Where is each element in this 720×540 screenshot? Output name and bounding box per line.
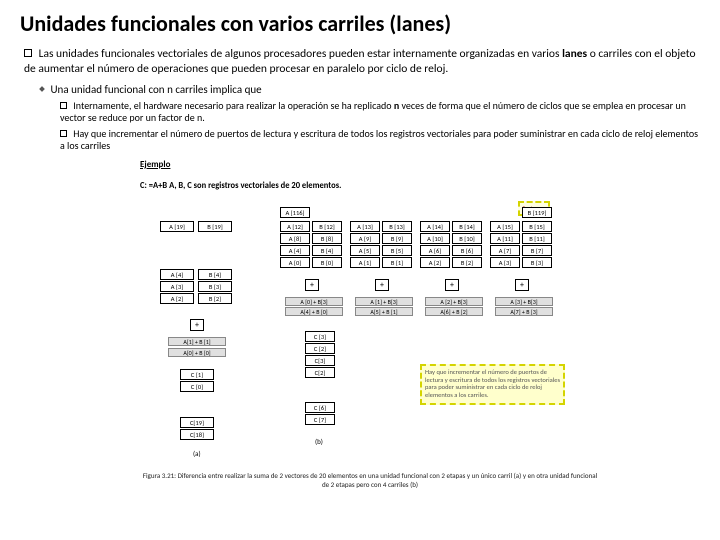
sum-stage: A [1] + B[3] xyxy=(355,297,413,306)
sum-stage: A [0] + B[3] xyxy=(285,297,343,306)
bullet-icon xyxy=(60,130,67,137)
reg-b: B [119] xyxy=(522,207,552,218)
reg-b: B [7] xyxy=(522,245,552,256)
reg-c: C[2] xyxy=(305,367,335,378)
reg-b: B [3] xyxy=(198,281,232,292)
bullet-icon xyxy=(60,102,67,109)
sum-stage: A[5] + B [1] xyxy=(355,307,413,316)
reg-b: B [14] xyxy=(452,221,482,232)
sum-stage: A[4] + B [0] xyxy=(285,307,343,316)
reg-c: C[3] xyxy=(305,355,335,366)
reg-b: B [11] xyxy=(522,233,552,244)
col-b-label: (b) xyxy=(315,437,323,446)
reg-b: B [0] xyxy=(312,257,342,268)
reg-a: A [14] xyxy=(420,221,450,232)
reg-c: C [7] xyxy=(305,414,335,425)
reg-b: B [19] xyxy=(198,221,232,232)
reg-b: B [4] xyxy=(312,245,342,256)
adder-icon: + xyxy=(445,279,459,291)
reg-c: C [2] xyxy=(305,343,335,354)
p1-pre: Las unidades funcionales vectoriales de … xyxy=(39,47,562,61)
reg-a: A [116] xyxy=(280,207,310,218)
adder-icon: + xyxy=(515,279,529,291)
reg-b: B [5] xyxy=(382,245,412,256)
reg-a: A [13] xyxy=(350,221,380,232)
reg-b: B [3] xyxy=(522,257,552,268)
p3-pre: Internamente, el hardware necesario para… xyxy=(73,99,394,112)
col-a-label: (a) xyxy=(193,449,201,458)
reg-a: A [15] xyxy=(490,221,520,232)
adder-icon: + xyxy=(375,279,389,291)
reg-a: A [4] xyxy=(160,269,194,280)
sum-stage: A[0] + B [0] xyxy=(168,348,226,357)
sum-stage: A [2] + B[3] xyxy=(425,297,483,306)
reg-a: A [2] xyxy=(420,257,450,268)
bullet-icon xyxy=(39,86,45,92)
reg-a: A [8] xyxy=(280,233,310,244)
paragraph-subsub-2: Hay que incrementar el número de puertos… xyxy=(60,128,700,153)
reg-c: C[19] xyxy=(180,417,214,428)
slide-title: Unidades funcionales con varios carriles… xyxy=(20,10,700,37)
reg-b: B [1] xyxy=(382,257,412,268)
p1-bold: lanes xyxy=(562,47,587,61)
reg-a: A [9] xyxy=(350,233,380,244)
reg-a: A [6] xyxy=(420,245,450,256)
reg-b: B [10] xyxy=(452,233,482,244)
reg-c: C [1] xyxy=(180,369,214,380)
reg-c: C [0] xyxy=(180,381,214,392)
reg-a: A [3] xyxy=(160,281,194,292)
adder-icon: + xyxy=(190,319,204,331)
reg-b: B [2] xyxy=(198,293,232,304)
bullet-icon xyxy=(24,49,32,57)
diagram: Ejemplo C: =A+B A, B, C son registros ve… xyxy=(140,159,600,489)
reg-a: A [0] xyxy=(280,257,310,268)
reg-b: B [4] xyxy=(198,269,232,280)
reg-a: A [19] xyxy=(160,221,194,232)
paragraph-main: Las unidades funcionales vectoriales de … xyxy=(24,47,700,77)
reg-b: B [8] xyxy=(312,233,342,244)
ejemplo-label: Ejemplo xyxy=(140,159,170,170)
reg-b: B [12] xyxy=(312,221,342,232)
reg-a: A [11] xyxy=(490,233,520,244)
reg-c: C[18] xyxy=(180,429,214,440)
reg-a: A [7] xyxy=(490,245,520,256)
reg-c: C [6] xyxy=(305,402,335,413)
reg-a: A [1] xyxy=(350,257,380,268)
adder-icon: + xyxy=(305,279,319,291)
reg-a: A [3] xyxy=(490,257,520,268)
p4-text: Hay que incrementar el número de puertos… xyxy=(60,127,698,153)
figure-caption: Figura 3.21: Diferencia entre realizar l… xyxy=(140,471,600,489)
sum-stage: A [3] + B[3] xyxy=(495,297,553,306)
reg-b: B [9] xyxy=(382,233,412,244)
reg-b: B [13] xyxy=(382,221,412,232)
equation-text: C: =A+B A, B, C son registros vectoriale… xyxy=(140,181,341,191)
reg-a: A [5] xyxy=(350,245,380,256)
p2-text: Una unidad funcional con n carriles impl… xyxy=(51,83,262,96)
sum-stage: A[1] + B [1] xyxy=(168,337,226,346)
reg-b: B [15] xyxy=(522,221,552,232)
reg-a: A [10] xyxy=(420,233,450,244)
reg-b: B [2] xyxy=(452,257,482,268)
sum-stage: A[6] + B [2] xyxy=(425,307,483,316)
reg-b: B [6] xyxy=(452,245,482,256)
reg-a: A [4] xyxy=(280,245,310,256)
sum-stage: A[7] + B [3] xyxy=(495,307,553,316)
reg-a: A [12] xyxy=(280,221,310,232)
paragraph-sub: Una unidad funcional con n carriles impl… xyxy=(40,83,700,96)
paragraph-subsub-1: Internamente, el hardware necesario para… xyxy=(60,100,700,125)
reg-c: C [3] xyxy=(305,331,335,342)
warning-note: Hay que incrementar el número de puertos… xyxy=(420,364,565,405)
reg-a: A [2] xyxy=(160,293,194,304)
